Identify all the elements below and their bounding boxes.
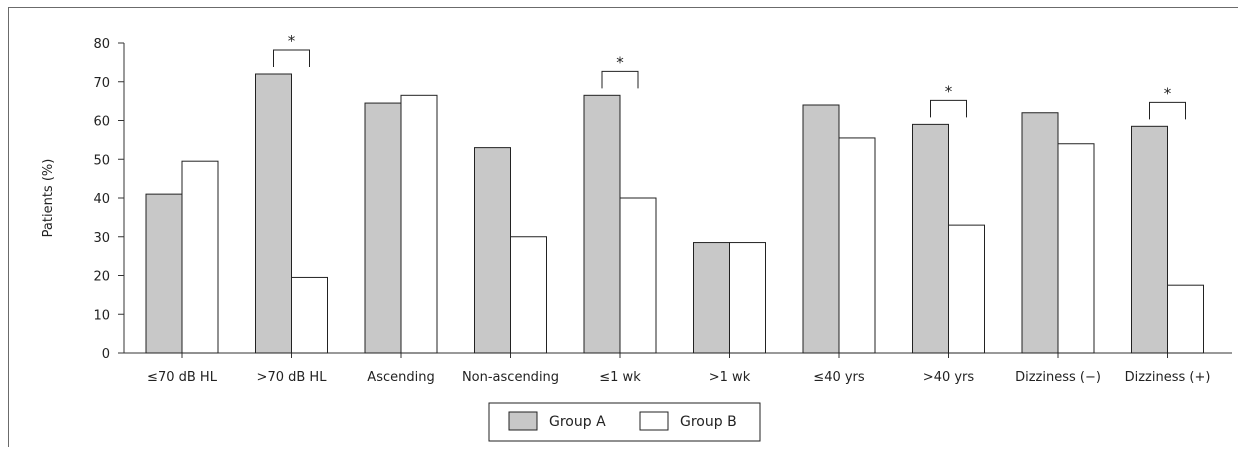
y-tick-label: 80: [93, 37, 110, 52]
x-tick-label: ≤70 dB HL: [147, 370, 218, 385]
bar-group-a: [583, 94, 621, 354]
x-tick-label: ≤40 yrs: [813, 370, 865, 385]
legend: Group A Group B: [488, 402, 761, 442]
bar-group-b: [619, 197, 657, 354]
bar-group-b: [948, 224, 985, 354]
legend-swatch-group-b: [639, 411, 669, 431]
bar-group-a: [912, 123, 949, 354]
bar-group-a: [1131, 125, 1168, 354]
y-axis-title: Patients (%): [41, 159, 56, 238]
bar-group-a: [1021, 112, 1059, 354]
x-tick-label: >70 dB HL: [257, 370, 328, 385]
significance-asterisk: *: [288, 32, 296, 50]
x-tick-label: >1 wk: [709, 370, 751, 385]
axes: 0 10 20 30 40 50 60 70 80 ≤70 dB HL >70 dB HL Ascen…: [93, 37, 1232, 385]
y-tick-label: 70: [93, 76, 110, 91]
bar-group-a: [693, 242, 730, 354]
y-tick-label: 60: [93, 115, 110, 130]
legend-label-group-a: Group A: [549, 414, 606, 430]
x-tick-label: Dizziness (−): [1015, 370, 1101, 385]
x-tick-label: Non-ascending: [462, 370, 559, 385]
significance-asterisk: *: [616, 53, 624, 71]
y-tick-label: 20: [93, 270, 110, 285]
bar-group-a: [474, 147, 511, 354]
y-tick-label: 10: [93, 308, 110, 323]
bar-group-b: [1057, 143, 1095, 354]
significance-bracket: [273, 49, 310, 67]
bar-group-a: [802, 104, 840, 354]
bar-group-b: [838, 137, 876, 354]
significance-asterisk: *: [1164, 84, 1172, 102]
significance-bracket: [930, 99, 967, 118]
bar-group-a: [145, 193, 183, 354]
bar-group-a: [364, 102, 402, 354]
bar-group-a: [255, 73, 292, 354]
significance-asterisk: *: [945, 82, 953, 100]
bar-group-b: [400, 94, 438, 354]
chart-frame: [8, 7, 1238, 447]
legend-swatch-group-a: [508, 411, 538, 431]
legend-label-group-b: Group B: [680, 414, 737, 430]
x-tick-label: >40 yrs: [923, 370, 975, 385]
significance-markers: * * * *: [273, 32, 1186, 120]
y-tick-label: 40: [93, 192, 110, 207]
bar-group-b: [510, 236, 547, 354]
bar-group-b: [291, 276, 328, 354]
significance-bracket: [601, 70, 639, 89]
bar-group-b: [181, 160, 219, 354]
y-tick-label: 30: [93, 231, 110, 246]
bar-group-b: [1167, 284, 1204, 354]
x-tick-label: Ascending: [367, 370, 434, 385]
bar-group-b: [729, 242, 766, 354]
y-tick-label: 0: [102, 347, 110, 362]
significance-bracket: [1149, 101, 1186, 120]
y-tick-label: 50: [93, 153, 110, 168]
x-tick-label: ≤1 wk: [599, 370, 641, 385]
bars: [145, 73, 1204, 354]
x-tick-label: Dizziness (+): [1125, 370, 1211, 385]
